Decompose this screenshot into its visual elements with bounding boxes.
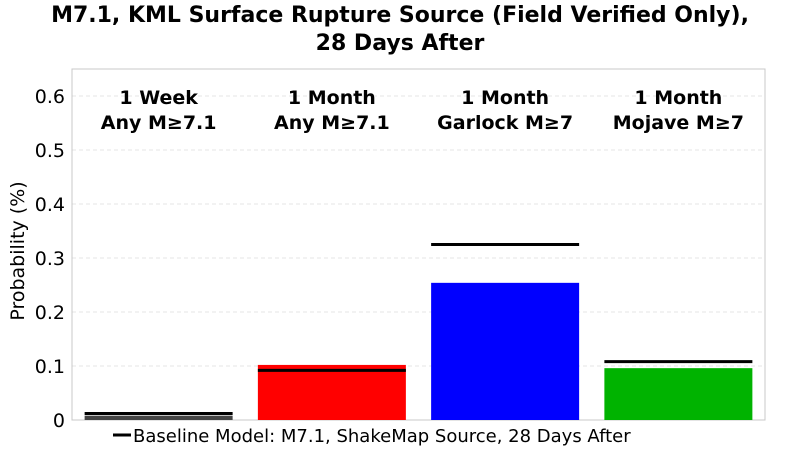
category-label: Garlock M≥7 <box>437 112 573 134</box>
y-tick-label: 0.1 <box>35 356 65 378</box>
category-labels: 1 Week Any M≥7.1 1 Month Any M≥7.1 1 Month Ga… <box>101 87 744 134</box>
bar <box>257 364 406 420</box>
y-tick-label: 0.6 <box>35 86 65 108</box>
category-label: 1 Month <box>461 87 549 109</box>
legend-baseline-label: Baseline Model: M7.1, ShakeMap Source, 2… <box>133 426 631 447</box>
legend: Baseline Model: M7.1, ShakeMap Source, 2… <box>113 426 631 447</box>
category-label: Any M≥7.1 <box>274 112 390 134</box>
y-axis-label: Probability (%) <box>7 181 29 320</box>
category-label: Mojave M≥7 <box>613 112 744 134</box>
bar <box>84 415 233 420</box>
plot-area-frame <box>71 68 766 421</box>
grid-lines <box>72 95 765 367</box>
y-tick-label: 0.5 <box>35 140 65 162</box>
category-label: 1 Month <box>634 87 722 109</box>
chart-title-line-2: 28 Days After <box>315 31 485 56</box>
category-label: 1 Month <box>288 87 376 109</box>
bar <box>431 282 580 420</box>
y-tick-label: 0.2 <box>35 302 65 324</box>
chart-title: M7.1, KML Surface Rupture Source (Field … <box>0 2 800 58</box>
bars <box>84 282 753 420</box>
y-tick-label: 0.4 <box>35 194 65 216</box>
y-tick-label: 0 <box>53 410 65 432</box>
y-axis-ticks: 0 0.1 0.2 0.3 0.4 0.5 0.6 <box>35 86 65 432</box>
bar <box>604 368 753 420</box>
y-tick-label: 0.3 <box>35 248 65 270</box>
category-label: 1 Week <box>119 87 198 109</box>
chart-title-line-1: M7.1, KML Surface Rupture Source (Field … <box>51 3 749 28</box>
category-label: Any M≥7.1 <box>101 112 217 134</box>
baseline-markers <box>84 243 753 416</box>
